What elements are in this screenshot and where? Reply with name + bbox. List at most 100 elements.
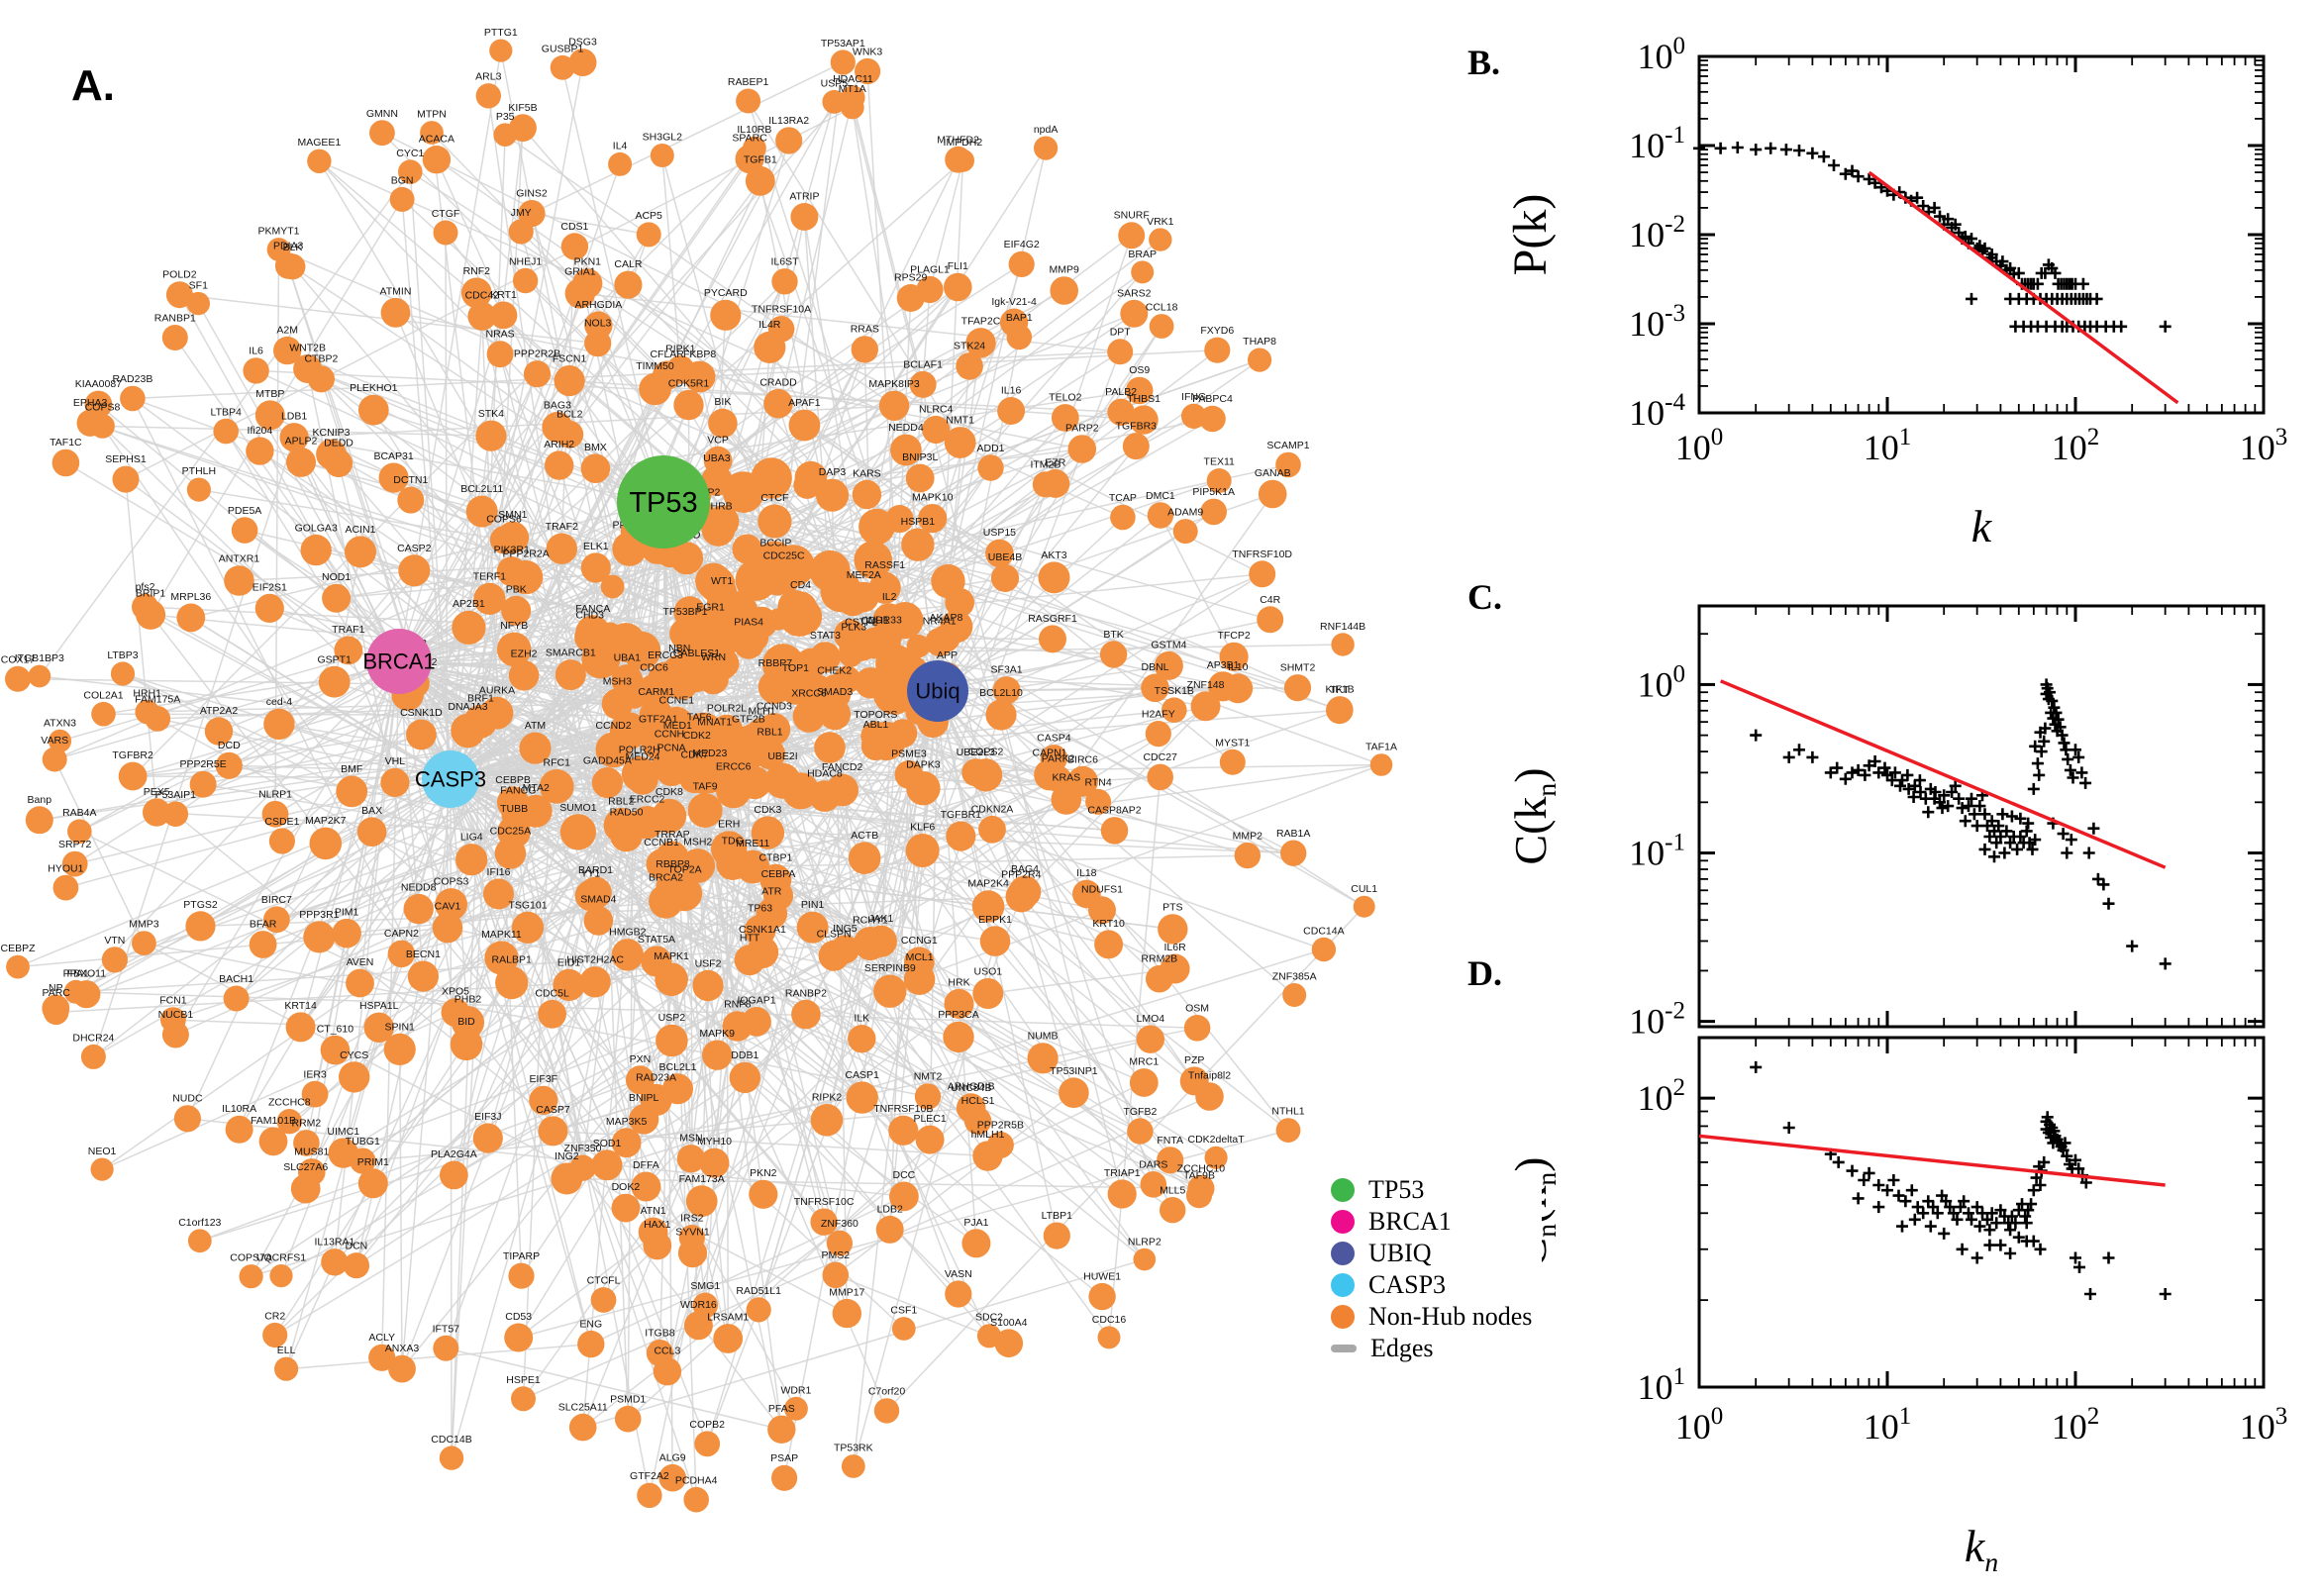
network-node-label: STAT5A	[638, 934, 675, 946]
network-node-label: MSH2	[683, 837, 712, 848]
network-node	[608, 151, 633, 176]
network-node-label: SH3GL2	[643, 132, 682, 144]
network-node	[495, 966, 529, 1000]
network-node-label: VCP	[707, 434, 729, 446]
network-node	[1136, 1025, 1165, 1053]
network-node	[239, 1264, 263, 1289]
network-node-label: FSCN1	[553, 353, 587, 365]
network-node	[1282, 983, 1307, 1007]
network-node-label: WDR16	[680, 1299, 717, 1311]
network-node	[918, 503, 948, 534]
network-node	[441, 998, 470, 1028]
network-node-label: CAV1	[435, 900, 461, 912]
network-node-label: MMP17	[829, 1286, 864, 1298]
network-node	[204, 717, 234, 746]
network-node-label: CUL1	[1351, 883, 1377, 895]
network-node-label: NUDC	[172, 1093, 203, 1105]
legend-edge-swatch	[1331, 1345, 1357, 1352]
network-node	[703, 446, 733, 475]
tick-label: 10-2	[1629, 998, 1685, 1042]
network-node	[1219, 748, 1246, 775]
network-node-label: KCNIP3	[313, 427, 351, 439]
network-node-label: NDUFS1	[1081, 884, 1123, 896]
network-node	[1094, 930, 1124, 959]
network-node-label: DCN	[346, 1241, 368, 1252]
network-node-label: RAD23A	[636, 1071, 676, 1083]
network-node	[473, 582, 506, 616]
network-node	[909, 370, 937, 398]
network-node-label: FLI1	[948, 260, 968, 272]
network-node-label: MAP2K4	[967, 878, 1009, 890]
network-node-label: TCAP	[1109, 492, 1137, 504]
axis-ticks	[1697, 606, 2266, 1027]
network-node-label: NOL3	[584, 318, 612, 330]
network-node-label: BAG4	[1011, 863, 1039, 875]
network-node	[1129, 405, 1159, 435]
network-node	[328, 1138, 358, 1168]
network-node	[339, 1061, 370, 1093]
network-node	[1326, 696, 1354, 723]
network-node	[961, 758, 990, 787]
network-node-label: ERCC6	[716, 761, 752, 773]
network-node-label: IQGAP1	[737, 995, 775, 1007]
network-node-label: SEPHS1	[105, 453, 147, 465]
plot-frame	[1697, 604, 2266, 1029]
network-node-label: CTBP1	[758, 851, 792, 863]
tick-label: 102	[1638, 1074, 1686, 1118]
tick-label: 100	[1675, 424, 1724, 467]
network-node-label: AKAP8	[929, 612, 962, 624]
network-node	[1249, 560, 1276, 588]
network-node	[614, 270, 643, 299]
network-node	[84, 390, 113, 419]
network-node-label: CCND3	[757, 701, 792, 713]
network-node	[293, 1130, 320, 1156]
network-node	[822, 1261, 850, 1289]
network-node-label: CD53	[505, 1311, 532, 1323]
network-node	[51, 449, 80, 477]
panel-a-letter: A.	[71, 61, 115, 110]
network-node	[878, 390, 910, 421]
network-node	[545, 450, 574, 480]
network-node-label: TNFRSF10A	[752, 304, 811, 316]
network-node	[1133, 1247, 1157, 1271]
network-node	[407, 960, 439, 992]
network-node	[957, 1094, 985, 1123]
network-node	[554, 365, 585, 397]
network-node	[387, 940, 416, 968]
network-node-label: PZP	[1184, 1054, 1204, 1066]
network-node-label: CDC6	[640, 662, 668, 674]
network-node	[475, 420, 507, 451]
network-node-label: GINS2	[516, 188, 548, 200]
network-node-label: CLSPN	[817, 928, 852, 940]
network-node-label: DCC	[893, 1169, 916, 1181]
tick-label: 100	[1638, 33, 1686, 76]
network-node	[683, 1311, 713, 1341]
network-node	[161, 325, 188, 350]
network-node-label: CRADD	[759, 376, 797, 388]
network-node-label: SMAD3	[817, 686, 853, 698]
network-node-label: PALB2	[1105, 386, 1137, 398]
network-node	[905, 463, 935, 493]
legend-label: UBIQ	[1368, 1239, 1432, 1267]
network-node	[1050, 276, 1078, 305]
legend-item-non-hub-nodes: Non-Hub nodes	[1331, 1301, 1532, 1333]
network-node-label: COPS8	[85, 402, 121, 414]
network-node-label: MAPK10	[912, 492, 954, 504]
network-node	[450, 1028, 483, 1061]
network-node-label: ARHGDIB	[948, 1081, 995, 1093]
network-node	[455, 844, 488, 876]
network-node	[91, 701, 116, 727]
network-node	[452, 610, 486, 646]
network-node-label: CTCFL	[587, 1275, 621, 1287]
network-node-label: MSN	[679, 1133, 702, 1145]
network-node	[1027, 1043, 1059, 1074]
network-node	[484, 941, 519, 975]
network-node-label: H2AFY	[1142, 709, 1175, 721]
network-node	[568, 49, 597, 77]
network-node-label: CDKN2A	[971, 803, 1014, 815]
network-node	[791, 999, 821, 1030]
network-node	[676, 1145, 706, 1173]
network-node	[743, 136, 766, 160]
hub-node-label: BRCA1	[362, 649, 435, 674]
legend-node-swatch	[1331, 1210, 1355, 1234]
